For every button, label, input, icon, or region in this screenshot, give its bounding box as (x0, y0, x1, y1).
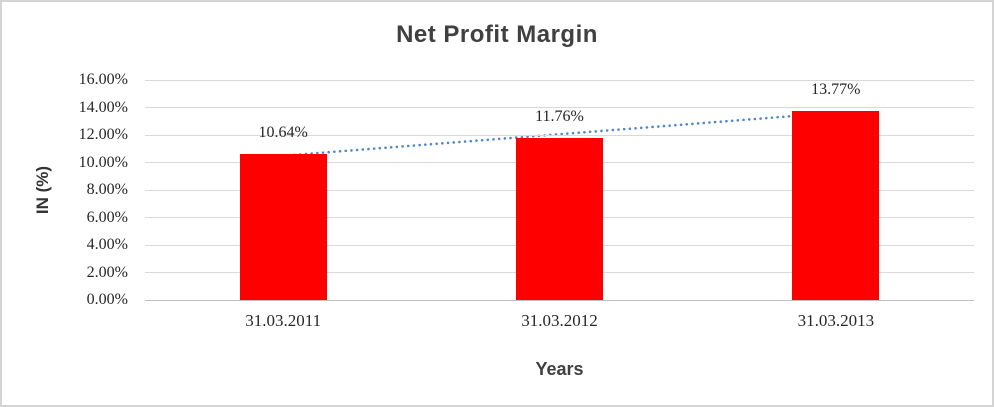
x-axis-line (145, 299, 974, 301)
y-tick-label: 14.00% (78, 98, 128, 116)
bar-31.03.2012 (516, 138, 603, 300)
y-tick-label: 6.00% (86, 208, 128, 226)
y-tick-label: 4.00% (86, 236, 128, 253)
gridline (145, 79, 974, 81)
category-label: 31.03.2011 (245, 311, 322, 330)
bar-31.03.2013 (792, 110, 880, 300)
x-axis-title: Years (535, 359, 584, 379)
y-tick-label: 0.00% (86, 291, 128, 308)
y-tick-label: 10.00% (78, 153, 128, 171)
y-tick-label: 16.00% (78, 71, 128, 88)
data-label: 13.77% (811, 80, 861, 98)
gridline (145, 107, 974, 108)
gridline (145, 134, 974, 136)
bar-31.03.2011 (239, 153, 327, 300)
category-label: 31.03.2013 (797, 311, 875, 330)
y-tick-label: 8.00% (86, 181, 128, 198)
y-tick-label: 12.00% (78, 126, 128, 143)
chart-title: Net Profit Margin (396, 21, 598, 48)
y-tick-label: 2.00% (86, 263, 128, 281)
category-label: 31.03.2012 (521, 311, 598, 330)
data-label: 11.76% (535, 108, 584, 126)
data-label: 10.64% (258, 123, 308, 141)
